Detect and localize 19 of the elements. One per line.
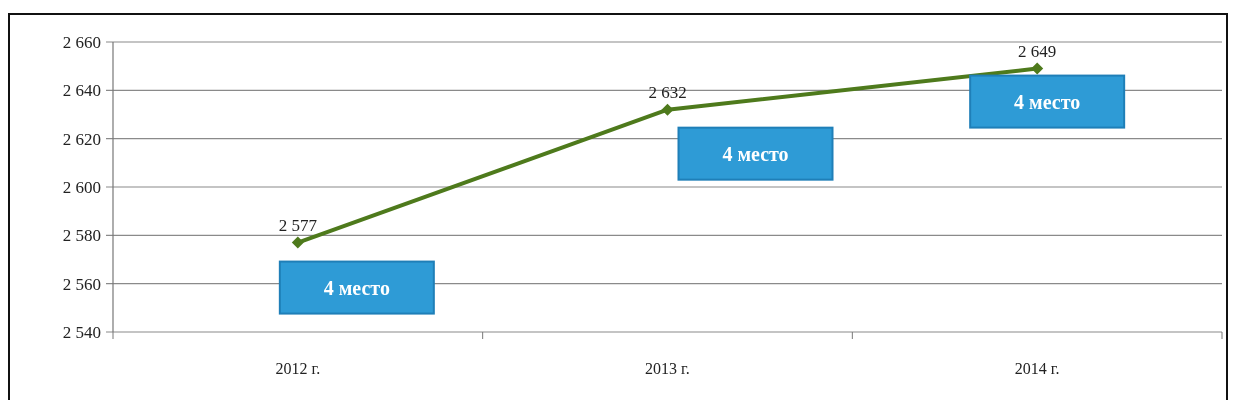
data-label: 2 577 bbox=[278, 215, 318, 235]
point bbox=[661, 103, 674, 116]
y-tick-label: 2 560 bbox=[62, 274, 101, 294]
x-tick-label: 2012 г. bbox=[275, 360, 321, 377]
annotation: 4 место bbox=[1014, 90, 1081, 113]
point bbox=[1031, 62, 1044, 75]
x-tick-label: 2014 г. bbox=[1014, 360, 1060, 377]
y-tick-label: 2 580 bbox=[62, 226, 101, 246]
y-tick-label: 2 660 bbox=[62, 32, 101, 52]
y-tick-label: 2 600 bbox=[62, 177, 101, 197]
data-label: 2 649 bbox=[1018, 41, 1057, 61]
x-tick-label: 2013 г. bbox=[645, 360, 690, 377]
y-tick-label: 2 540 bbox=[62, 322, 101, 342]
annotation: 4 место bbox=[323, 276, 390, 299]
point bbox=[291, 236, 304, 249]
y-tick-label: 2 620 bbox=[62, 129, 101, 149]
annotation: 4 место bbox=[722, 142, 789, 165]
data-label: 2 632 bbox=[648, 82, 687, 102]
y-tick-label: 2 640 bbox=[62, 81, 101, 101]
